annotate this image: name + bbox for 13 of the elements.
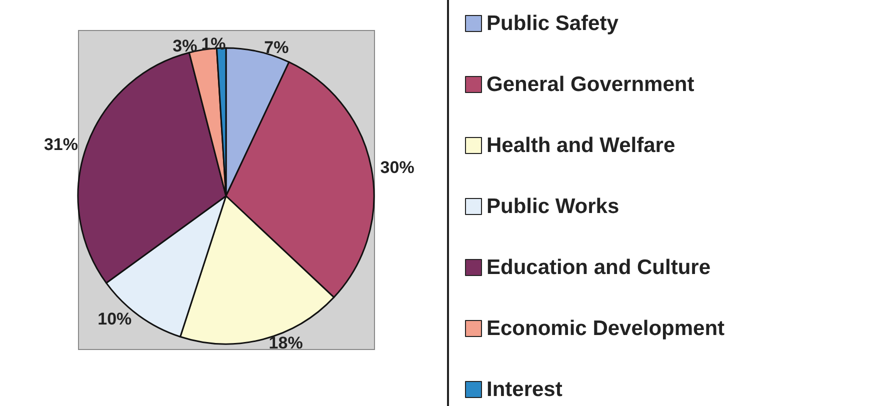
legend-label: Health and Welfare [486, 134, 676, 157]
data-label: 10% [98, 309, 132, 328]
legend-label: Public Safety [486, 12, 619, 35]
legend-label: Public Works [486, 195, 620, 218]
data-label: 18% [268, 334, 303, 353]
data-label: 3% [172, 36, 198, 56]
data-label: 7% [264, 38, 289, 58]
data-label: 31% [44, 135, 78, 154]
data-label: 30% [380, 158, 414, 178]
legend-label: Economic Development [486, 317, 725, 340]
legend-label: Interest [486, 378, 562, 401]
legend-label: General Government [486, 73, 694, 96]
legend-label: Education and Culture [486, 256, 711, 279]
